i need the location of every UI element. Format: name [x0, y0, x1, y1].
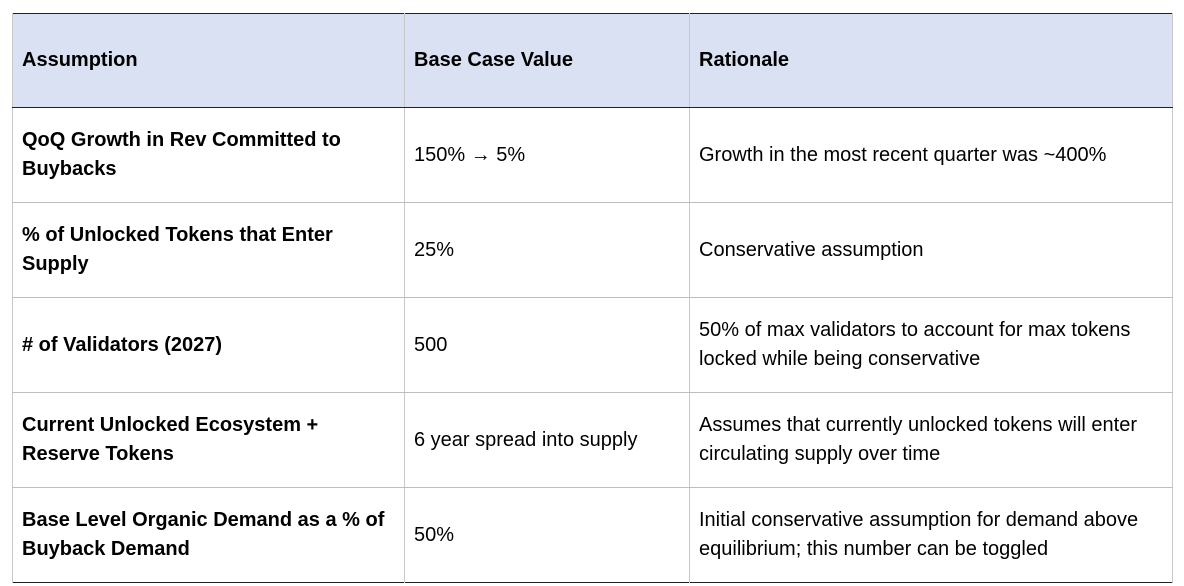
rationale-cell: Initial conservative assumption for dema…: [689, 487, 1173, 583]
rationale-cell: Conservative assumption: [689, 202, 1173, 298]
assumptions-table: Assumption Base Case Value Rationale QoQ…: [12, 13, 1173, 583]
assumption-cell: # of Validators (2027): [12, 297, 405, 393]
assumption-cell: % of Unlocked Tokens that Enter Supply: [12, 202, 405, 298]
table-row: Base Level Organic Demand as a % of Buyb…: [12, 487, 1173, 583]
table-row: Current Unlocked Ecosystem + Reserve Tok…: [12, 392, 1173, 488]
base-case-value-cell: 500: [404, 297, 690, 393]
table-row: QoQ Growth in Rev Committed to Buybacks …: [12, 107, 1173, 203]
table-row: % of Unlocked Tokens that Enter Supply 2…: [12, 202, 1173, 298]
assumption-cell: QoQ Growth in Rev Committed to Buybacks: [12, 107, 405, 203]
rationale-cell: 50% of max validators to account for max…: [689, 297, 1173, 393]
table-row: # of Validators (2027) 500 50% of max va…: [12, 297, 1173, 393]
assumption-cell: Current Unlocked Ecosystem + Reserve Tok…: [12, 392, 405, 488]
header-rationale: Rationale: [689, 13, 1173, 108]
header-assumption: Assumption: [12, 13, 405, 108]
base-case-value-cell: 25%: [404, 202, 690, 298]
header-base-case-value: Base Case Value: [404, 13, 690, 108]
rationale-cell: Assumes that currently unlocked tokens w…: [689, 392, 1173, 488]
base-case-value-cell: 150% → 5%: [404, 107, 690, 203]
table-header-row: Assumption Base Case Value Rationale: [12, 13, 1173, 108]
base-case-value-cell: 6 year spread into supply: [404, 392, 690, 488]
rationale-cell: Growth in the most recent quarter was ~4…: [689, 107, 1173, 203]
assumption-cell: Base Level Organic Demand as a % of Buyb…: [12, 487, 405, 583]
base-case-value-cell: 50%: [404, 487, 690, 583]
